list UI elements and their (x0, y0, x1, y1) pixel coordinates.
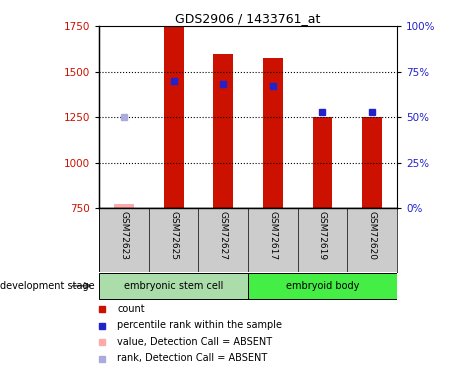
Bar (213, 54, 233, 208)
Text: GSM72617: GSM72617 (268, 211, 277, 260)
Bar (164, 26, 184, 208)
Bar (362, 117, 382, 208)
Text: development stage: development stage (0, 281, 95, 291)
Text: embryoid body: embryoid body (286, 281, 359, 291)
Bar (114, 204, 134, 208)
Text: GSM72620: GSM72620 (368, 211, 377, 260)
Text: rank, Detection Call = ABSENT: rank, Detection Call = ABSENT (117, 354, 267, 363)
Text: count: count (117, 304, 145, 314)
Text: value, Detection Call = ABSENT: value, Detection Call = ABSENT (117, 337, 272, 347)
Text: embryonic stem cell: embryonic stem cell (124, 281, 223, 291)
Text: GSM72627: GSM72627 (219, 211, 228, 260)
Bar (263, 58, 283, 208)
Title: GDS2906 / 1433761_at: GDS2906 / 1433761_at (175, 12, 321, 25)
Text: GSM72623: GSM72623 (120, 211, 129, 260)
Text: percentile rank within the sample: percentile rank within the sample (117, 321, 282, 330)
Text: GSM72625: GSM72625 (169, 211, 178, 260)
FancyBboxPatch shape (248, 273, 397, 298)
FancyBboxPatch shape (99, 273, 248, 298)
Text: GSM72619: GSM72619 (318, 211, 327, 260)
Bar (313, 117, 332, 208)
